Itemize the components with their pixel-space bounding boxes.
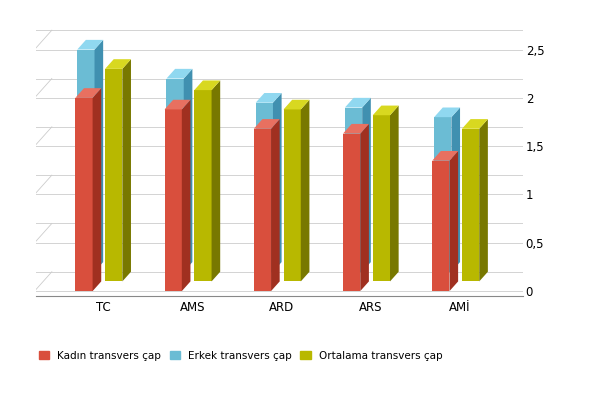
Polygon shape: [77, 50, 94, 272]
Polygon shape: [167, 79, 184, 272]
Polygon shape: [462, 119, 488, 129]
Polygon shape: [184, 69, 192, 272]
Polygon shape: [361, 124, 369, 291]
Polygon shape: [301, 100, 309, 282]
Polygon shape: [167, 69, 192, 79]
Polygon shape: [434, 108, 460, 117]
Polygon shape: [256, 103, 273, 272]
Polygon shape: [75, 98, 92, 291]
Polygon shape: [254, 129, 271, 291]
Polygon shape: [271, 119, 280, 291]
Polygon shape: [432, 161, 449, 291]
Polygon shape: [449, 151, 458, 291]
Legend: Kadın transvers çap, Erkek transvers çap, Ortalama transvers çap: Kadın transvers çap, Erkek transvers çap…: [39, 351, 443, 361]
Polygon shape: [432, 151, 458, 161]
Polygon shape: [451, 108, 460, 272]
Polygon shape: [122, 59, 131, 282]
Polygon shape: [373, 106, 399, 115]
Polygon shape: [434, 117, 451, 272]
Polygon shape: [195, 81, 220, 90]
Polygon shape: [362, 98, 371, 272]
Polygon shape: [105, 59, 131, 69]
Polygon shape: [343, 124, 369, 134]
Polygon shape: [343, 134, 361, 291]
Polygon shape: [462, 129, 479, 282]
Polygon shape: [345, 98, 371, 108]
Polygon shape: [479, 119, 488, 282]
Polygon shape: [75, 88, 102, 98]
Polygon shape: [165, 100, 190, 109]
Polygon shape: [94, 40, 103, 272]
Polygon shape: [390, 106, 399, 282]
Polygon shape: [195, 90, 212, 282]
Polygon shape: [92, 88, 102, 291]
Polygon shape: [77, 40, 103, 50]
Polygon shape: [283, 109, 301, 282]
Polygon shape: [345, 108, 362, 272]
Polygon shape: [273, 93, 282, 272]
Polygon shape: [373, 115, 390, 282]
Polygon shape: [105, 69, 122, 282]
Polygon shape: [165, 109, 182, 291]
Polygon shape: [283, 100, 309, 109]
Polygon shape: [254, 119, 280, 129]
Polygon shape: [256, 93, 282, 103]
Polygon shape: [212, 81, 220, 282]
Polygon shape: [182, 100, 190, 291]
